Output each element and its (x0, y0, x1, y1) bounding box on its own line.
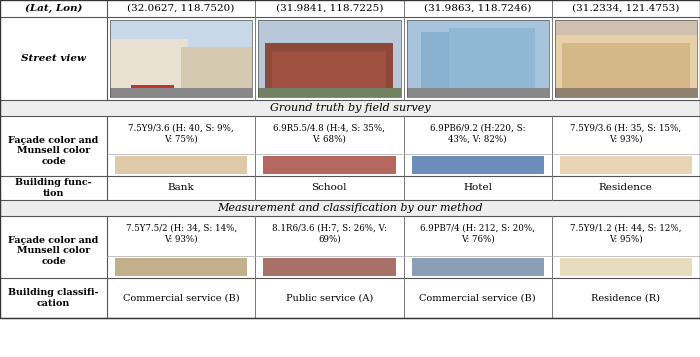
Text: Bank: Bank (168, 183, 195, 192)
Bar (407, 88, 549, 97)
Text: Public service (A): Public service (A) (286, 293, 373, 302)
Text: Building classifi-
cation: Building classifi- cation (8, 288, 99, 308)
Text: Residence: Residence (599, 183, 653, 192)
Bar (132, 85, 174, 97)
Text: V: 95%): V: 95%) (609, 235, 643, 244)
Text: 7.5Y9/3.6 (H: 35, S: 15%,: 7.5Y9/3.6 (H: 35, S: 15%, (570, 124, 681, 133)
Text: Façade color and
Munsell color
code: Façade color and Munsell color code (8, 136, 99, 166)
Bar (263, 258, 395, 276)
Text: Measurement and classification by our method: Measurement and classification by our me… (217, 203, 483, 213)
Bar (421, 31, 484, 97)
Text: Commercial service (B): Commercial service (B) (419, 293, 536, 302)
Bar (258, 20, 400, 97)
Text: 7.5Y7.5/2 (H: 34, S: 14%,: 7.5Y7.5/2 (H: 34, S: 14%, (125, 224, 237, 233)
Text: Commercial service (B): Commercial service (B) (122, 293, 239, 302)
Text: (31.2334, 121.4753): (31.2334, 121.4753) (572, 4, 680, 13)
Bar (560, 156, 692, 174)
Text: 7.5Y9/3.6 (H: 40, S: 9%,: 7.5Y9/3.6 (H: 40, S: 9%, (128, 124, 234, 133)
Text: V: 68%): V: 68%) (312, 135, 346, 144)
Bar (449, 28, 535, 97)
Bar (115, 258, 247, 276)
Text: V: 93%): V: 93%) (164, 235, 198, 244)
Bar (110, 20, 252, 97)
Bar (181, 47, 252, 97)
Text: (31.9863, 118.7246): (31.9863, 118.7246) (424, 4, 531, 13)
Bar (0, 0, 700, 318)
Text: (32.0627, 118.7520): (32.0627, 118.7520) (127, 4, 234, 13)
Bar (0, 100, 700, 116)
Bar (0, 200, 700, 216)
Bar (263, 156, 395, 174)
Bar (265, 43, 393, 97)
Bar (110, 39, 188, 97)
Bar (0, 200, 700, 216)
Text: V: 93%): V: 93%) (609, 135, 643, 144)
Text: Façade color and
Munsell color
code: Façade color and Munsell color code (8, 236, 99, 266)
Text: 43%, V: 82%): 43%, V: 82%) (448, 135, 507, 144)
Bar (0, 100, 700, 116)
Bar (407, 20, 549, 97)
Text: 6.9PB7/4 (H: 212, S: 20%,: 6.9PB7/4 (H: 212, S: 20%, (420, 224, 535, 233)
Text: V: 76%): V: 76%) (461, 235, 494, 244)
Text: Residence (R): Residence (R) (592, 293, 660, 302)
Text: 6.9R5.5/4.8 (H:4, S: 35%,: 6.9R5.5/4.8 (H:4, S: 35%, (274, 124, 386, 133)
Text: 69%): 69%) (318, 235, 341, 244)
Text: 8.1R6/3.6 (H:7, S: 26%, V:: 8.1R6/3.6 (H:7, S: 26%, V: (272, 224, 387, 233)
Text: V: 75%): V: 75%) (164, 135, 198, 144)
Bar (412, 156, 544, 174)
Bar (110, 88, 252, 97)
Text: Ground truth by field survey: Ground truth by field survey (270, 103, 430, 113)
Bar (258, 88, 400, 97)
Bar (0, 0, 700, 318)
Bar (560, 258, 692, 276)
Bar (407, 20, 549, 97)
Bar (554, 88, 697, 97)
Bar (258, 20, 400, 97)
Bar (272, 51, 386, 97)
Bar (562, 43, 690, 97)
Text: (Lat, Lon): (Lat, Lon) (25, 4, 82, 13)
Text: Street view: Street view (21, 54, 86, 63)
Text: Building func-
tion: Building func- tion (15, 178, 92, 198)
Bar (115, 156, 247, 174)
Text: School: School (312, 183, 347, 192)
Bar (110, 20, 252, 97)
Bar (554, 20, 697, 97)
Bar (554, 35, 697, 97)
Text: 7.5Y9/1.2 (H: 44, S: 12%,: 7.5Y9/1.2 (H: 44, S: 12%, (570, 224, 682, 233)
Text: Hotel: Hotel (463, 183, 492, 192)
Text: 6.9PB6/9.2 (H:220, S:: 6.9PB6/9.2 (H:220, S: (430, 124, 526, 133)
Text: (31.9841, 118.7225): (31.9841, 118.7225) (276, 4, 383, 13)
Bar (554, 20, 697, 97)
Bar (412, 258, 544, 276)
